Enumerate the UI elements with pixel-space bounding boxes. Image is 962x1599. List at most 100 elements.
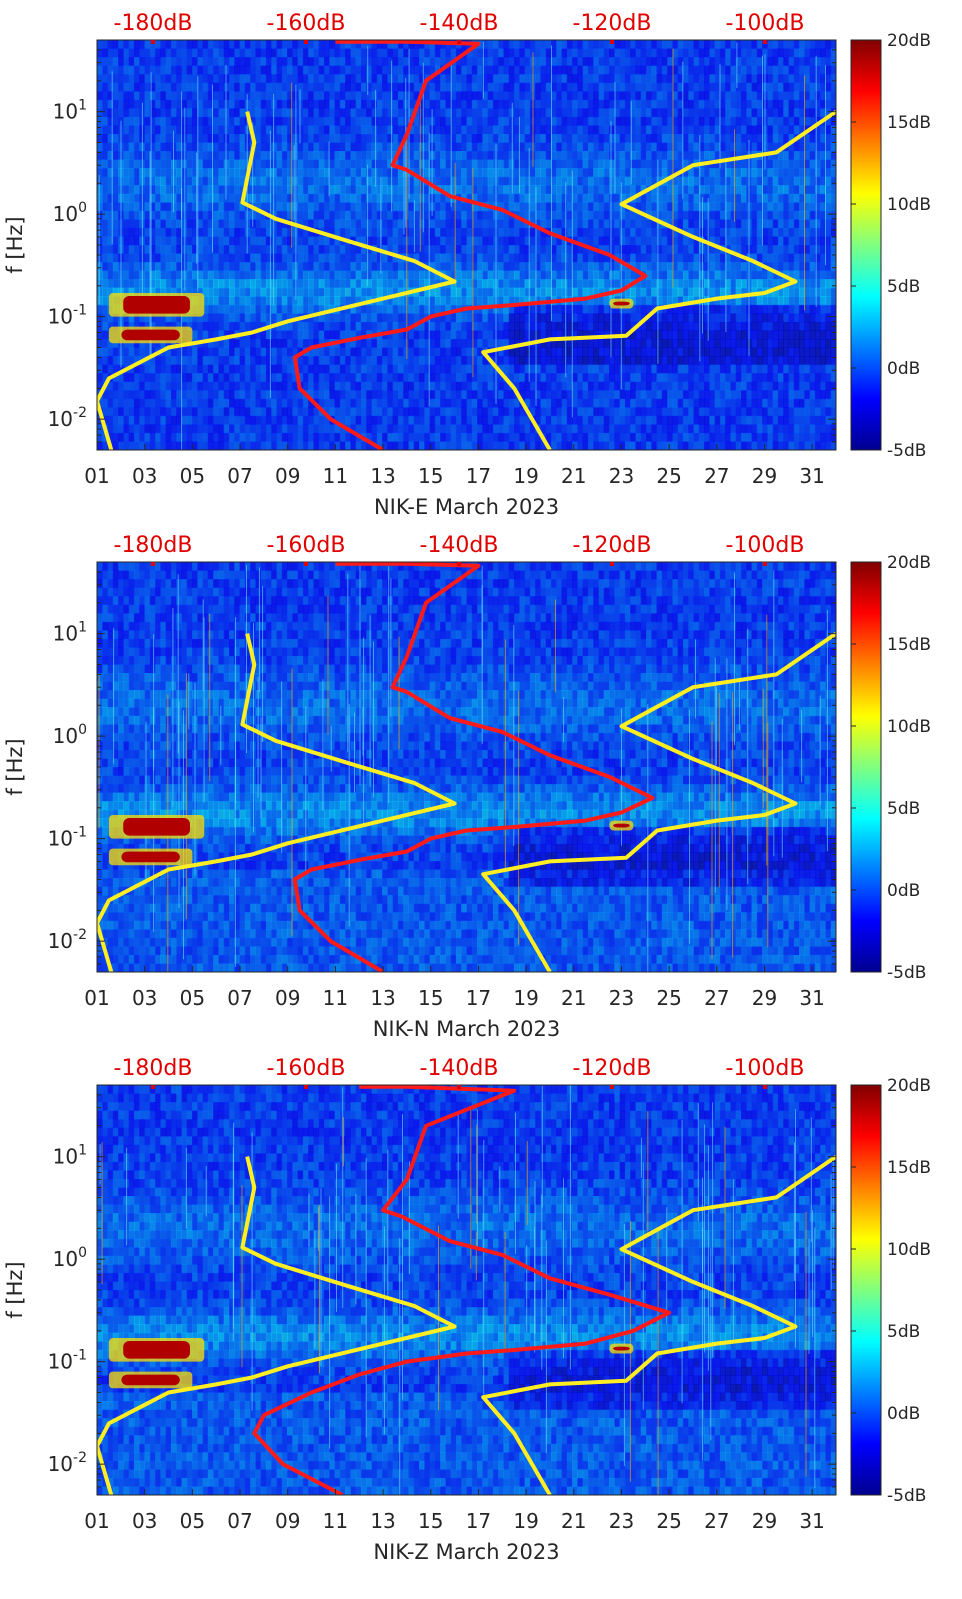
yellow-curve-1 [97,1156,457,1495]
top-db-tick [304,562,308,566]
x-tick-label: 25 [656,464,681,488]
x-tick-label: 25 [656,1509,681,1533]
x-tick-label: 23 [609,464,634,488]
x-tick-label: 09 [275,464,300,488]
x-tick-label: 17 [466,986,491,1010]
x-tick-label: 09 [275,1509,300,1533]
colorbar-label: 15dB [887,113,931,133]
colorbar-label: 10dB [887,1240,931,1260]
top-db-label: -100dB [726,1056,805,1081]
top-db-tick [151,562,155,566]
red-curve [252,1085,672,1495]
yellow-curve-3 [481,109,836,450]
y-tick-label: 100 [53,722,87,748]
top-db-label: -180dB [114,533,193,558]
y-axis-title: f [Hz] [3,738,27,795]
x-tick-label: 13 [370,1509,395,1533]
y-axis-title: f [Hz] [3,1261,27,1318]
x-tick-label: 17 [466,1509,491,1533]
colorbar-label: 20dB [887,1076,931,1096]
x-tick-label: 21 [561,986,586,1010]
y-tick-label: 10-2 [48,927,87,953]
yellow-curve-1 [97,111,457,450]
panel-e: 01 03 05 07 09 11 13 15 17 19 21 23 25 27 29 31 10-2 10-1… [3,11,931,519]
x-axis-title: NIK-Z March 2023 [373,1540,559,1564]
top-db-label: -120dB [573,11,652,36]
x-tick-label: 31 [799,986,824,1010]
top-db-tick [151,40,155,44]
x-tick-label: 29 [752,464,777,488]
hotspot-core-1 [121,329,180,341]
x-tick-label: 07 [227,986,252,1010]
x-tick-label: 27 [704,1509,729,1533]
y-tick-label: 101 [53,1143,87,1169]
colorbar-label: -5dB [887,963,926,983]
colorbar-label: -5dB [887,1486,926,1506]
top-db-tick [457,1085,461,1089]
top-db-label: -140dB [420,11,499,36]
y-tick-label: 10-2 [48,1450,87,1476]
yellow-curve-1 [97,633,457,972]
top-db-label: -160dB [267,1056,346,1081]
x-tick-label: 05 [180,986,205,1010]
x-tick-label: 23 [609,986,634,1010]
x-tick-label: 05 [180,464,205,488]
x-tick-label: 31 [799,1509,824,1533]
y-tick-label: 10-1 [48,303,87,329]
x-tick-label: 31 [799,464,824,488]
y-tick-label: 10-2 [48,405,87,431]
x-tick-label: 03 [132,464,157,488]
top-db-label: -180dB [114,1056,193,1081]
top-db-label: -160dB [267,533,346,558]
colorbar-label: 15dB [887,1158,931,1178]
x-tick-label: 21 [561,1509,586,1533]
colorbar-label: 0dB [887,881,920,901]
x-tick-label: 03 [132,986,157,1010]
colorbar-label: 5dB [887,1322,920,1342]
colorbar-label: 20dB [887,553,931,573]
top-db-tick [610,562,614,566]
x-tick-label: 17 [466,464,491,488]
y-tick-label: 100 [53,200,87,226]
spectrogram-heatmap [97,562,836,972]
top-db-tick [457,562,461,566]
x-tick-label: 29 [752,986,777,1010]
colorbar [850,39,882,451]
colorbar-label: 0dB [887,1404,920,1424]
yellow-curve-2 [481,1154,836,1495]
x-tick-label: 15 [418,986,443,1010]
colorbar-label: 5dB [887,799,920,819]
panel-z: 01 03 05 07 09 11 13 15 17 19 21 23 25 27 29 31 10-2 10-1… [3,1056,931,1564]
y-tick-label: 101 [53,98,87,124]
top-db-label: -140dB [420,533,499,558]
top-db-tick [151,1085,155,1089]
x-tick-label: 01 [84,1509,109,1533]
x-tick-label: 23 [609,1509,634,1533]
top-db-label: -100dB [726,533,805,558]
y-tick-label: 10-1 [48,1348,87,1374]
top-db-tick [610,1085,614,1089]
y-axis-title: f [Hz] [3,216,27,273]
top-db-tick [763,40,767,44]
colorbar-label: 5dB [887,277,920,297]
red-curve [292,562,655,972]
colorbar [850,561,882,973]
top-db-tick [304,40,308,44]
x-tick-label: 15 [418,1509,443,1533]
hotspot-core-0 [123,818,190,836]
x-tick-label: 19 [513,464,538,488]
x-tick-label: 01 [84,464,109,488]
x-tick-label: 19 [513,986,538,1010]
x-tick-label: 11 [323,986,348,1010]
panel-n: 01 03 05 07 09 11 13 15 17 19 21 23 25 27 29 31 10-2 10-1… [3,533,931,1041]
colorbar-label: 10dB [887,195,931,215]
hotspot-core-1 [121,851,180,863]
x-tick-label: 07 [227,1509,252,1533]
top-db-tick [763,1085,767,1089]
x-tick-label: 15 [418,464,443,488]
top-db-tick [304,1085,308,1089]
x-tick-label: 03 [132,1509,157,1533]
top-db-tick [457,40,461,44]
x-tick-label: 19 [513,1509,538,1533]
